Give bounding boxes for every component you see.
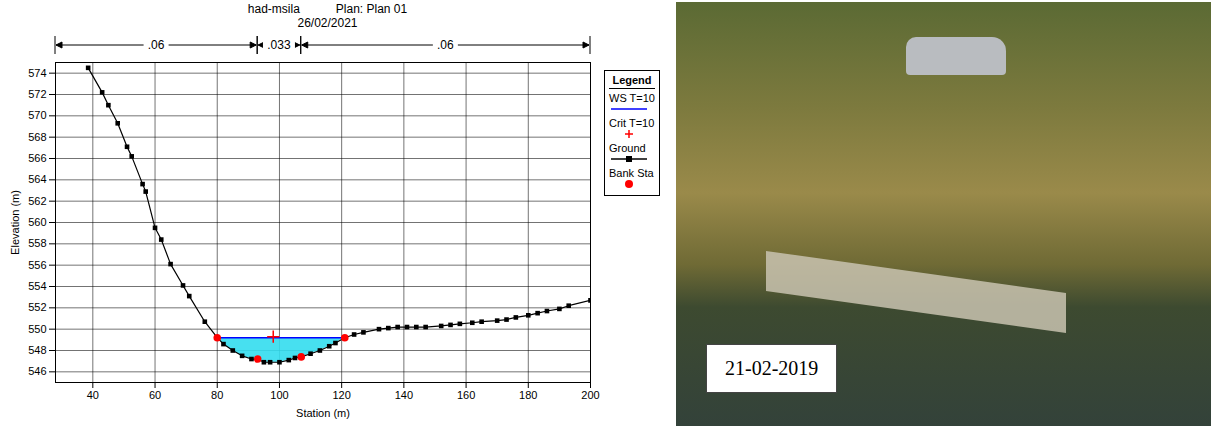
- svg-text:546: 546: [28, 365, 46, 377]
- svg-text:568: 568: [28, 131, 46, 143]
- svg-text:Station (m): Station (m): [296, 407, 350, 419]
- svg-text:556: 556: [28, 259, 46, 271]
- html-text:Bank Sta: Bank Sta: [609, 167, 654, 179]
- svg-text:554: 554: [28, 280, 46, 292]
- svg-text:566: 566: [28, 152, 46, 164]
- svg-text:60: 60: [149, 389, 161, 401]
- html-text:Legend: Legend: [612, 74, 652, 86]
- svg-text:572: 572: [28, 88, 46, 100]
- svg-text:574: 574: [28, 67, 46, 79]
- svg-text:548: 548: [28, 344, 46, 356]
- svg-text:160: 160: [457, 389, 475, 401]
- svg-text:.06: .06: [148, 38, 165, 52]
- svg-text:560: 560: [28, 216, 46, 228]
- html-text:Ground: Ground: [609, 142, 646, 154]
- svg-text:80: 80: [211, 389, 223, 401]
- svg-text:100: 100: [270, 389, 288, 401]
- svg-text:120: 120: [332, 389, 350, 401]
- svg-text:.06: .06: [437, 38, 454, 52]
- svg-text:140: 140: [395, 389, 413, 401]
- svg-text:570: 570: [28, 109, 46, 121]
- svg-text:552: 552: [28, 301, 46, 313]
- svg-text:200: 200: [581, 389, 599, 401]
- html-text:26/02/2021: 26/02/2021: [297, 16, 358, 30]
- html-text:Crit T=10: Crit T=10: [609, 117, 655, 129]
- svg-text:550: 550: [28, 323, 46, 335]
- svg-text:180: 180: [519, 389, 537, 401]
- html-text:21-02-2019: 21-02-2019: [725, 357, 819, 379]
- svg-text:Elevation (m): Elevation (m): [9, 190, 21, 255]
- svg-text:562: 562: [28, 195, 46, 207]
- svg-text:558: 558: [28, 237, 46, 249]
- html-text:had-msila Plan: Plan 01: had-msila Plan: Plan 01: [247, 2, 408, 16]
- svg-text:40: 40: [87, 389, 99, 401]
- svg-text:.033: .033: [267, 38, 291, 52]
- svg-text:564: 564: [28, 173, 46, 185]
- html-text:WS T=10: WS T=10: [609, 92, 655, 104]
